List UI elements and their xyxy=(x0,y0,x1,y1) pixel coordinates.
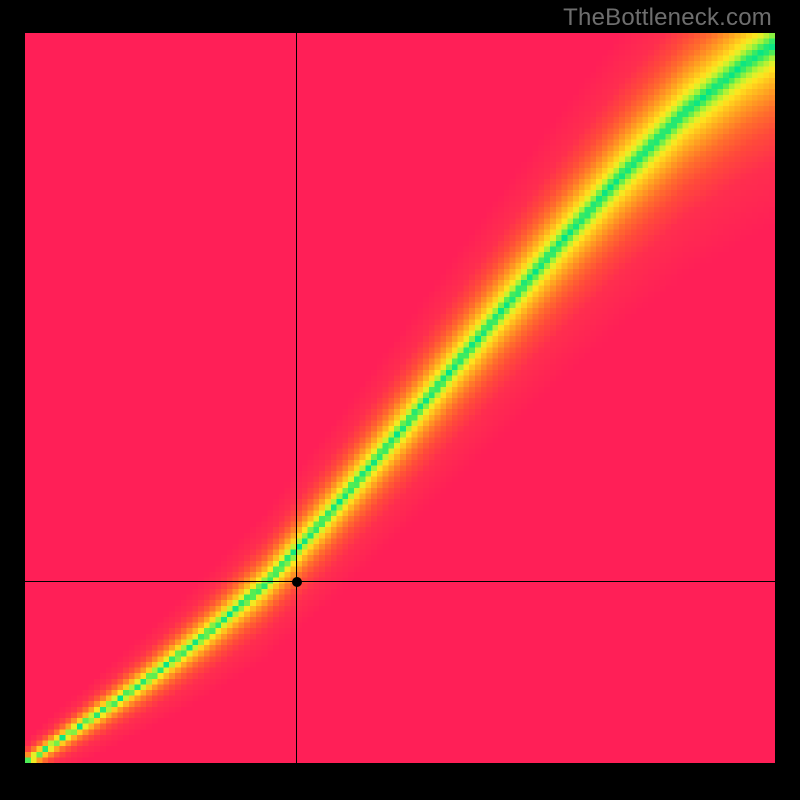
watermark-text: TheBottleneck.com xyxy=(563,4,772,32)
heatmap-canvas xyxy=(25,33,775,763)
bottleneck-heatmap xyxy=(25,33,775,763)
